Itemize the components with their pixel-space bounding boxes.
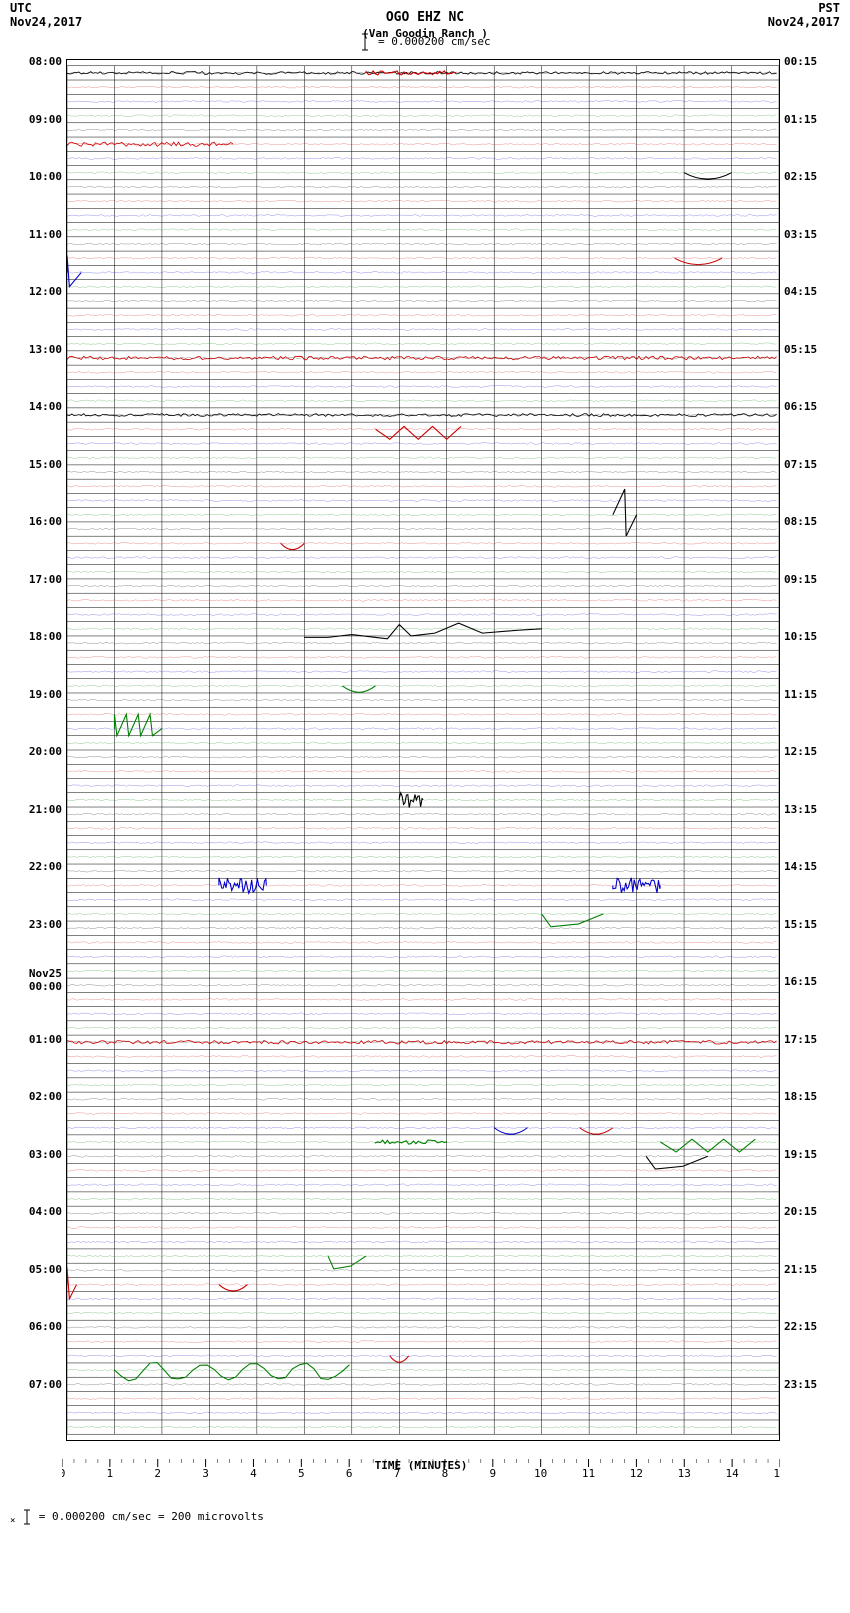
svg-text:11: 11: [582, 1467, 595, 1479]
svg-text:4: 4: [250, 1467, 257, 1479]
svg-text:5: 5: [298, 1467, 305, 1479]
hour-label: 03:00: [29, 1148, 62, 1161]
svg-text:10: 10: [534, 1467, 547, 1479]
hour-label: 17:00: [29, 573, 62, 586]
hour-label: 12:00: [29, 285, 62, 298]
date-right: Nov24,2017: [740, 15, 840, 29]
hour-label: 01:15: [784, 113, 817, 126]
hour-label: 13:00: [29, 343, 62, 356]
hour-label: 21:15: [784, 1263, 817, 1276]
hour-label: 07:00: [29, 1378, 62, 1391]
svg-text:3: 3: [202, 1467, 209, 1479]
x-axis: 0123456789101112131415 TIME (MINUTES): [62, 1459, 780, 1499]
svg-text:2: 2: [154, 1467, 161, 1479]
hour-label: 12:15: [784, 745, 817, 758]
svg-text:6: 6: [346, 1467, 353, 1479]
hour-label: 13:15: [784, 803, 817, 816]
hour-label: 04:00: [29, 1205, 62, 1218]
hour-label: 15:00: [29, 458, 62, 471]
svg-text:14: 14: [726, 1467, 740, 1479]
svg-text:7: 7: [394, 1467, 401, 1479]
hour-label: 10:00: [29, 170, 62, 183]
hour-label: 19:00: [29, 688, 62, 701]
tz-right: PST: [740, 1, 840, 15]
tz-left: UTC: [10, 1, 110, 15]
hour-label: 18:15: [784, 1090, 817, 1103]
svg-text:13: 13: [678, 1467, 691, 1479]
hour-label: 07:15: [784, 458, 817, 471]
hour-label: 03:15: [784, 228, 817, 241]
hour-label: 18:00: [29, 630, 62, 643]
hour-label: 02:00: [29, 1090, 62, 1103]
hour-label: 04:15: [784, 285, 817, 298]
helicorder-plot: [66, 59, 780, 1441]
hour-label: 09:00: [29, 113, 62, 126]
hour-label: 15:15: [784, 918, 817, 931]
hour-label: 08:15: [784, 515, 817, 528]
hour-label: 17:15: [784, 1033, 817, 1046]
svg-text:1: 1: [107, 1467, 114, 1479]
hour-label: 11:15: [784, 688, 817, 701]
hour-label: 00:15: [784, 55, 817, 68]
hour-label: 14:15: [784, 860, 817, 873]
hour-label: 01:00: [29, 1033, 62, 1046]
hour-label: 10:15: [784, 630, 817, 643]
svg-text:12: 12: [630, 1467, 643, 1479]
hour-label: 21:00: [29, 803, 62, 816]
date-left: Nov24,2017: [10, 15, 110, 29]
hour-label: 16:00: [29, 515, 62, 528]
hour-label: 08:00: [29, 55, 62, 68]
hour-label: 14:00: [29, 400, 62, 413]
hour-label: Nov2500:00: [29, 967, 62, 993]
hour-label: 11:00: [29, 228, 62, 241]
hour-label: 16:15: [784, 975, 817, 988]
footer-scale: × = 0.000200 cm/sec = 200 microvolts: [10, 1509, 840, 1526]
svg-text:0: 0: [62, 1467, 65, 1479]
svg-text:8: 8: [442, 1467, 449, 1479]
hour-label: 05:00: [29, 1263, 62, 1276]
y-axis-left: 08:0009:0010:0011:0012:0013:0014:0015:00…: [10, 59, 66, 1439]
hour-label: 22:00: [29, 860, 62, 873]
hour-label: 06:00: [29, 1320, 62, 1333]
svg-text:15: 15: [773, 1467, 780, 1479]
svg-text:9: 9: [489, 1467, 496, 1479]
hour-label: 19:15: [784, 1148, 817, 1161]
hour-label: 06:15: [784, 400, 817, 413]
hour-label: 05:15: [784, 343, 817, 356]
hour-label: 23:00: [29, 918, 62, 931]
y-axis-right: 00:1501:1502:1503:1504:1505:1506:1507:15…: [780, 59, 840, 1439]
hour-label: 20:15: [784, 1205, 817, 1218]
scale-indicator: = 0.000200 cm/sec: [10, 33, 840, 51]
hour-label: 20:00: [29, 745, 62, 758]
hour-label: 22:15: [784, 1320, 817, 1333]
hour-label: 09:15: [784, 573, 817, 586]
hour-label: 02:15: [784, 170, 817, 183]
hour-label: 23:15: [784, 1378, 817, 1391]
